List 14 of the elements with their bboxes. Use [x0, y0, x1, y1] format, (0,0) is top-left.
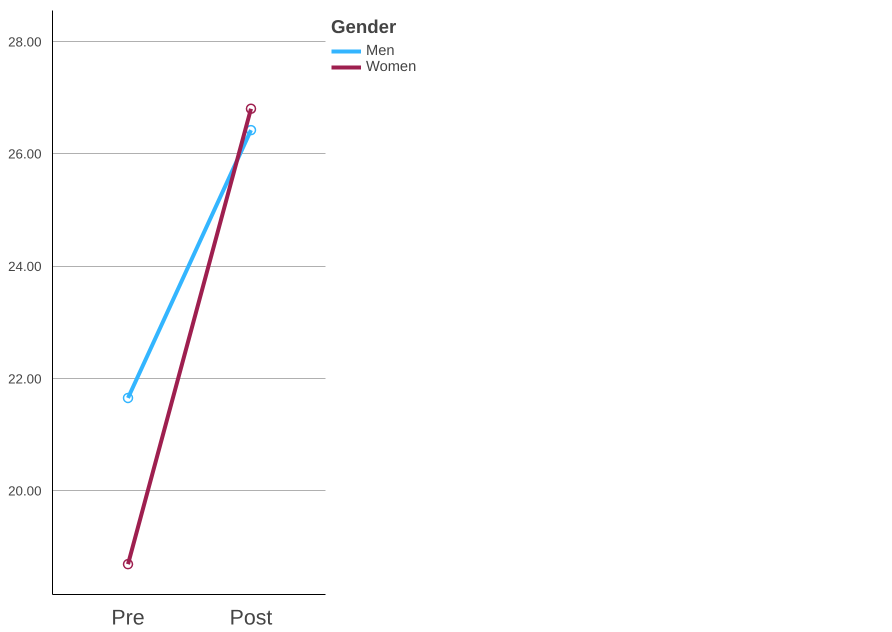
legend-title: Gender — [331, 16, 398, 38]
point — [122, 558, 134, 570]
y-tick-label: 24.00 — [8, 259, 42, 274]
legend-label: Women — [366, 59, 416, 75]
point — [246, 104, 256, 114]
point — [246, 124, 256, 136]
x-tick-label: Pre — [111, 606, 145, 630]
y-tick-label: 28.00 — [8, 34, 42, 50]
y-tick-label: 20.00 — [8, 484, 42, 499]
legend-label: Men — [366, 43, 395, 59]
y-tick-label: 26.00 — [8, 146, 42, 162]
y-tick-label: 22.00 — [8, 371, 42, 386]
x-tick-label: Post — [230, 606, 272, 630]
point — [122, 392, 134, 404]
